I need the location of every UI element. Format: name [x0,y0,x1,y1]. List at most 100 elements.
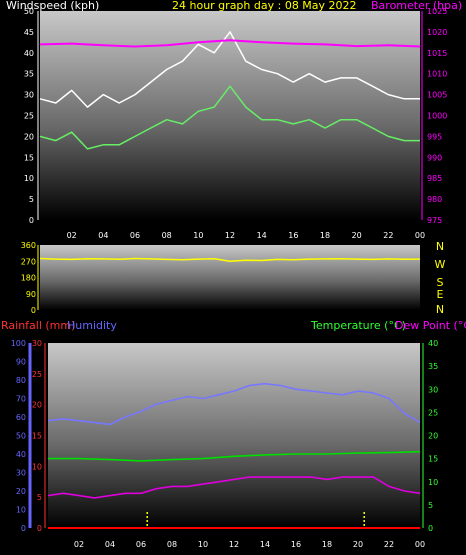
rain-tick-25: 25 [32,370,42,379]
temp-tick-35: 35 [428,362,438,371]
temp-tick-40: 40 [428,339,438,348]
lower-panel-background [48,343,420,528]
lower-x-tick-02: 02 [74,540,84,549]
wind-tick-5: 5 [29,195,34,204]
humidity-tick-60: 60 [16,413,26,422]
rain-tick-10: 10 [32,462,42,471]
lower-x-tick-20: 20 [353,540,363,549]
humidity-tick-90: 90 [16,358,26,367]
wind-x-tick-08: 08 [162,231,172,240]
direction-label-w: W [434,258,446,271]
wind-x-tick-16: 16 [288,231,298,240]
humidity-tick-30: 30 [16,469,26,478]
rain-tick-30: 30 [32,339,42,348]
windspeed-axis-label: Windspeed (kph) [6,0,100,12]
series-windspeed [39,85,420,150]
wind-tick-30: 30 [24,91,34,100]
direction-label-s: S [436,276,444,289]
rain-tick-0: 0 [37,524,42,533]
lower-x-tick-18: 18 [322,540,332,549]
wind-x-tick-04: 04 [98,231,108,240]
lower-x-tick-14: 14 [260,540,270,549]
temp-tick-25: 25 [428,408,438,417]
temp-tick-20: 20 [428,432,438,441]
lower-x-tick-00: 00 [415,540,425,549]
dewpoint-axis-label: Dew Point (°C) [395,319,466,332]
baro-tick-1020: 1020 [427,28,447,37]
barometer-axis-label: Barometer (hpa) [371,0,463,12]
humidity-tick-70: 70 [16,395,26,404]
direction-tick-180: 180 [21,274,36,283]
humidity-tick-100: 100 [11,339,26,348]
humidity-tick-10: 10 [16,506,26,515]
wind-x-tick-14: 14 [257,231,267,240]
series-temperature [48,450,421,462]
temp-humidity-chart: 0 10 20 30 40 50 60 70 80 90 100 0 5 10 15 20 25 30 0 5 10 15… [11,339,438,549]
lower-x-tick-22: 22 [384,540,394,549]
wind-x-tick-02: 02 [67,231,77,240]
series-humidity [47,382,421,426]
rain-tick-15: 15 [32,432,42,441]
wind-tick-0: 0 [29,216,34,225]
temp-tick-30: 30 [428,385,438,394]
direction-tick-0: 0 [31,306,36,315]
wind-x-tick-22: 22 [383,231,393,240]
humidity-tick-0: 0 [21,524,26,533]
temp-tick-10: 10 [428,478,438,487]
baro-tick-1025: 1025 [427,7,447,16]
lower-x-tick-08: 08 [167,540,177,549]
direction-tick-90: 90 [26,290,36,299]
baro-tick-1005: 1005 [427,91,447,100]
humidity-tick-40: 40 [16,450,26,459]
series-dewpoint [47,476,421,499]
wind-x-tick-12: 12 [225,231,235,240]
wind-tick-20: 20 [24,132,34,141]
temp-tick-15: 15 [428,455,438,464]
lower-x-tick-04: 04 [105,540,115,549]
humidity-tick-50: 50 [16,432,26,441]
wind-x-tick-10: 10 [193,231,203,240]
direction-tick-360: 360 [21,241,36,250]
wind-tick-40: 40 [24,49,34,58]
wind-tick-35: 35 [24,70,34,79]
direction-label-e: E [436,288,444,301]
wind-x-tick-06: 06 [130,231,140,240]
wind-tick-50: 50 [24,7,34,16]
temp-tick-0: 0 [428,524,433,533]
rain-tick-5: 5 [37,493,42,502]
wind-tick-10: 10 [24,174,34,183]
direction-panel-background [40,245,420,310]
wind-tick-15: 15 [24,153,34,162]
wind-tick-25: 25 [24,112,34,121]
baro-tick-1010: 1010 [427,70,447,79]
direction-label-n-top: N [435,240,445,253]
baro-tick-980: 980 [427,195,442,204]
baro-tick-1015: 1015 [427,49,447,58]
wind-direction-chart: 0 90 180 270 360 [21,241,421,315]
series-gust [39,31,420,108]
rain-tick-20: 20 [32,401,42,410]
wind-x-tick-20: 20 [352,231,362,240]
temperature-axis-label: Temperature (°C) [311,319,406,332]
wind-x-tick-00: 00 [415,231,425,240]
series-direction [39,257,421,263]
chart-title: 24 hour graph day : 08 May 2022 [172,0,357,12]
rainfall-axis-label: Rainfall (mm) [1,319,76,332]
series-barometer [39,39,421,48]
humidity-tick-20: 20 [16,487,26,496]
lower-x-tick-06: 06 [136,540,146,549]
lower-x-tick-16: 16 [291,540,301,549]
direction-tick-270: 270 [21,257,36,266]
wind-baro-chart: 0510152025303540455097598098599099510001… [24,7,448,240]
baro-tick-975: 975 [427,216,442,225]
humidity-axis-label: Humidity [67,319,117,332]
wind-panel-background [40,11,420,220]
wind-tick-45: 45 [24,28,34,37]
wind-x-tick-18: 18 [320,231,330,240]
baro-tick-995: 995 [427,132,442,141]
temp-tick-5: 5 [428,501,433,510]
humidity-tick-80: 80 [16,376,26,385]
baro-tick-1000: 1000 [427,112,447,121]
lower-x-tick-12: 12 [229,540,239,549]
